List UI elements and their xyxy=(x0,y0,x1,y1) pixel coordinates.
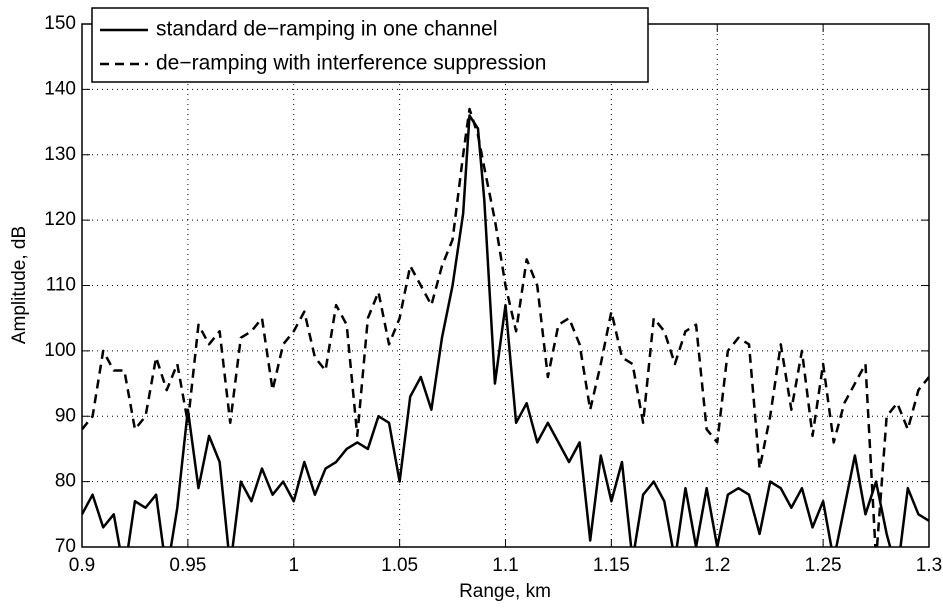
x-axis-label: Range, km xyxy=(459,581,551,602)
legend-label: standard de−ramping in one channel xyxy=(156,18,498,41)
x-tick-label: 1.25 xyxy=(805,555,842,576)
y-tick-label: 150 xyxy=(44,13,76,34)
x-tick-label: 0.95 xyxy=(169,555,206,576)
x-tick-label: 0.9 xyxy=(69,555,95,576)
y-axis-label: Amplitude, dB xyxy=(9,226,30,344)
y-tick-label: 120 xyxy=(44,209,76,230)
legend-box xyxy=(91,7,649,83)
lines xyxy=(82,107,929,547)
y-tick-label: 110 xyxy=(46,275,76,296)
x-tick-label: 1.2 xyxy=(704,555,730,576)
x-tick-label: 1.05 xyxy=(381,555,418,576)
x-tick-label: 1 xyxy=(288,555,299,576)
x-tick-label: 1.3 xyxy=(916,555,942,576)
y-tick-label: 80 xyxy=(55,471,76,492)
y-tick-label: 100 xyxy=(44,340,76,361)
legend: standard de−ramping in one channel de−ram… xyxy=(91,7,649,83)
legend-label: de−ramping with interference suppression xyxy=(156,52,546,75)
y-tick-label: 70 xyxy=(55,536,76,557)
y-tick-label: 90 xyxy=(55,405,76,426)
x-tick-label: 1.1 xyxy=(492,555,518,576)
data-line xyxy=(82,114,929,547)
y-tick-label: 140 xyxy=(44,78,76,99)
data-line xyxy=(82,107,929,547)
x-tick-label: 1.15 xyxy=(593,555,630,576)
y-tick-label: 130 xyxy=(44,144,76,165)
